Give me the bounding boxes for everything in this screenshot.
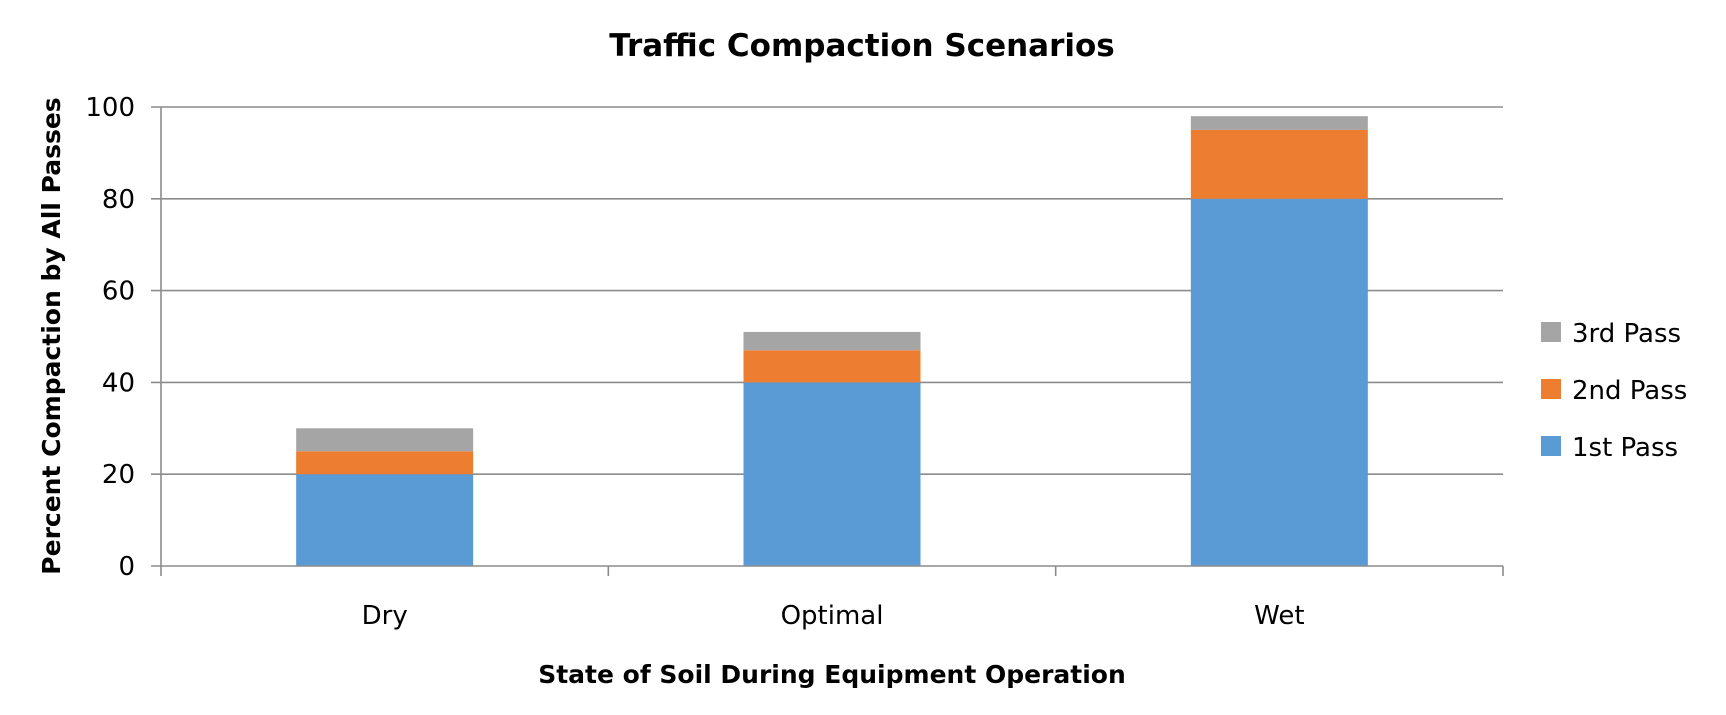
y-tick-label: 40 [102, 368, 135, 398]
bar-segment-3rd-pass [1190, 116, 1368, 130]
legend-label: 3rd Pass [1572, 319, 1681, 349]
y-tick-label: 0 [118, 552, 135, 582]
x-axis-title: State of Soil During Equipment Operation [538, 660, 1126, 689]
legend-swatch [1541, 436, 1561, 456]
bar-segment-1st-pass [296, 474, 474, 566]
bar-stack-dry [296, 428, 474, 566]
bar-segment-2nd-pass [743, 350, 921, 383]
bar-segment-1st-pass [1190, 198, 1368, 567]
legend-swatch [1541, 322, 1561, 342]
x-tick-label: Optimal [781, 601, 884, 631]
y-tick-label: 100 [85, 93, 135, 123]
legend-label: 1st Pass [1572, 433, 1678, 463]
bar-stack-optimal [743, 331, 921, 566]
legend-item: 2nd Pass [1541, 376, 1687, 406]
y-axis-ticks: 0 20 40 60 80 100 [85, 93, 135, 582]
bar-segment-1st-pass [743, 382, 921, 566]
x-tick-label: Dry [362, 601, 408, 631]
bar-segment-2nd-pass [296, 451, 474, 475]
x-axis [151, 107, 1504, 576]
legend-item: 3rd Pass [1541, 319, 1681, 349]
chart-title: Traffic Compaction Scenarios [609, 28, 1115, 64]
bar-segment-3rd-pass [743, 331, 921, 351]
bar-segment-3rd-pass [296, 428, 474, 452]
y-tick-label: 20 [102, 460, 135, 490]
x-tick-label: Wet [1254, 601, 1304, 631]
y-tick-label: 80 [102, 185, 135, 215]
y-axis-title: Percent Compaction by All Passes [37, 97, 66, 574]
y-tick-label: 60 [102, 277, 135, 307]
legend-swatch [1541, 379, 1561, 399]
bar-stack-wet [1190, 116, 1368, 567]
legend: 3rd Pass 2nd Pass 1st Pass [1541, 319, 1687, 463]
bar-segment-2nd-pass [1190, 129, 1368, 199]
bars [296, 116, 1368, 567]
x-axis-tick-labels: Dry Optimal Wet [362, 601, 1305, 631]
legend-label: 2nd Pass [1572, 376, 1687, 406]
legend-item: 1st Pass [1541, 433, 1678, 463]
